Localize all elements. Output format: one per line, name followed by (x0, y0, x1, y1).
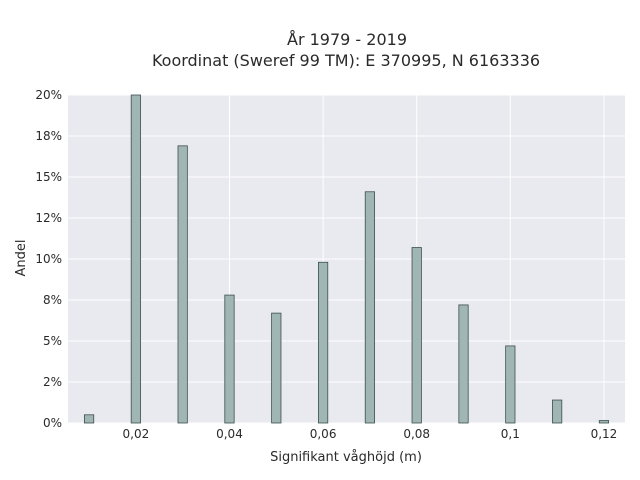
x-axis-label: Signifikant våghöjd (m) (270, 450, 422, 465)
bar (224, 294, 235, 424)
bar (458, 304, 469, 424)
x-axis-ticks: 0,02 0,04 0,06 0,08 0,1 0,12 (123, 427, 618, 441)
y-tick-label: 0% (43, 416, 62, 430)
x-tick-label: 0,06 (310, 427, 337, 441)
chart-title-line-1: År 1979 - 2019 (287, 30, 407, 49)
bar (505, 345, 516, 424)
y-tick-label: 2% (43, 375, 62, 389)
bar (177, 145, 188, 424)
bar (318, 261, 329, 424)
x-tick-label: 0,02 (123, 427, 150, 441)
bar (411, 247, 422, 424)
y-tick-label: 5% (43, 334, 62, 348)
x-tick-label: 0,04 (216, 427, 243, 441)
chart-title-line-2: Koordinat (Sweref 99 TM): E 370995, N 61… (152, 51, 540, 70)
y-tick-label: 18% (35, 129, 62, 143)
bars (83, 94, 610, 424)
bar (271, 312, 282, 424)
x-tick-label: 0,1 (501, 427, 520, 441)
y-axis-label: Andel (14, 240, 29, 277)
bar (598, 420, 610, 424)
bar (83, 414, 95, 424)
y-tick-label: 12% (35, 211, 62, 225)
y-tick-label: 20% (35, 88, 62, 102)
bar (130, 94, 141, 424)
y-axis-ticks: 0% 2% 5% 8% 10% 12% 15% 18% 20% (35, 88, 62, 430)
y-tick-label: 8% (43, 293, 62, 307)
bar (364, 191, 375, 424)
y-tick-label: 15% (35, 170, 62, 184)
x-tick-label: 0,08 (403, 427, 430, 441)
y-tick-label: 10% (35, 252, 62, 266)
bar (552, 399, 563, 424)
x-tick-label: 0,12 (591, 427, 618, 441)
